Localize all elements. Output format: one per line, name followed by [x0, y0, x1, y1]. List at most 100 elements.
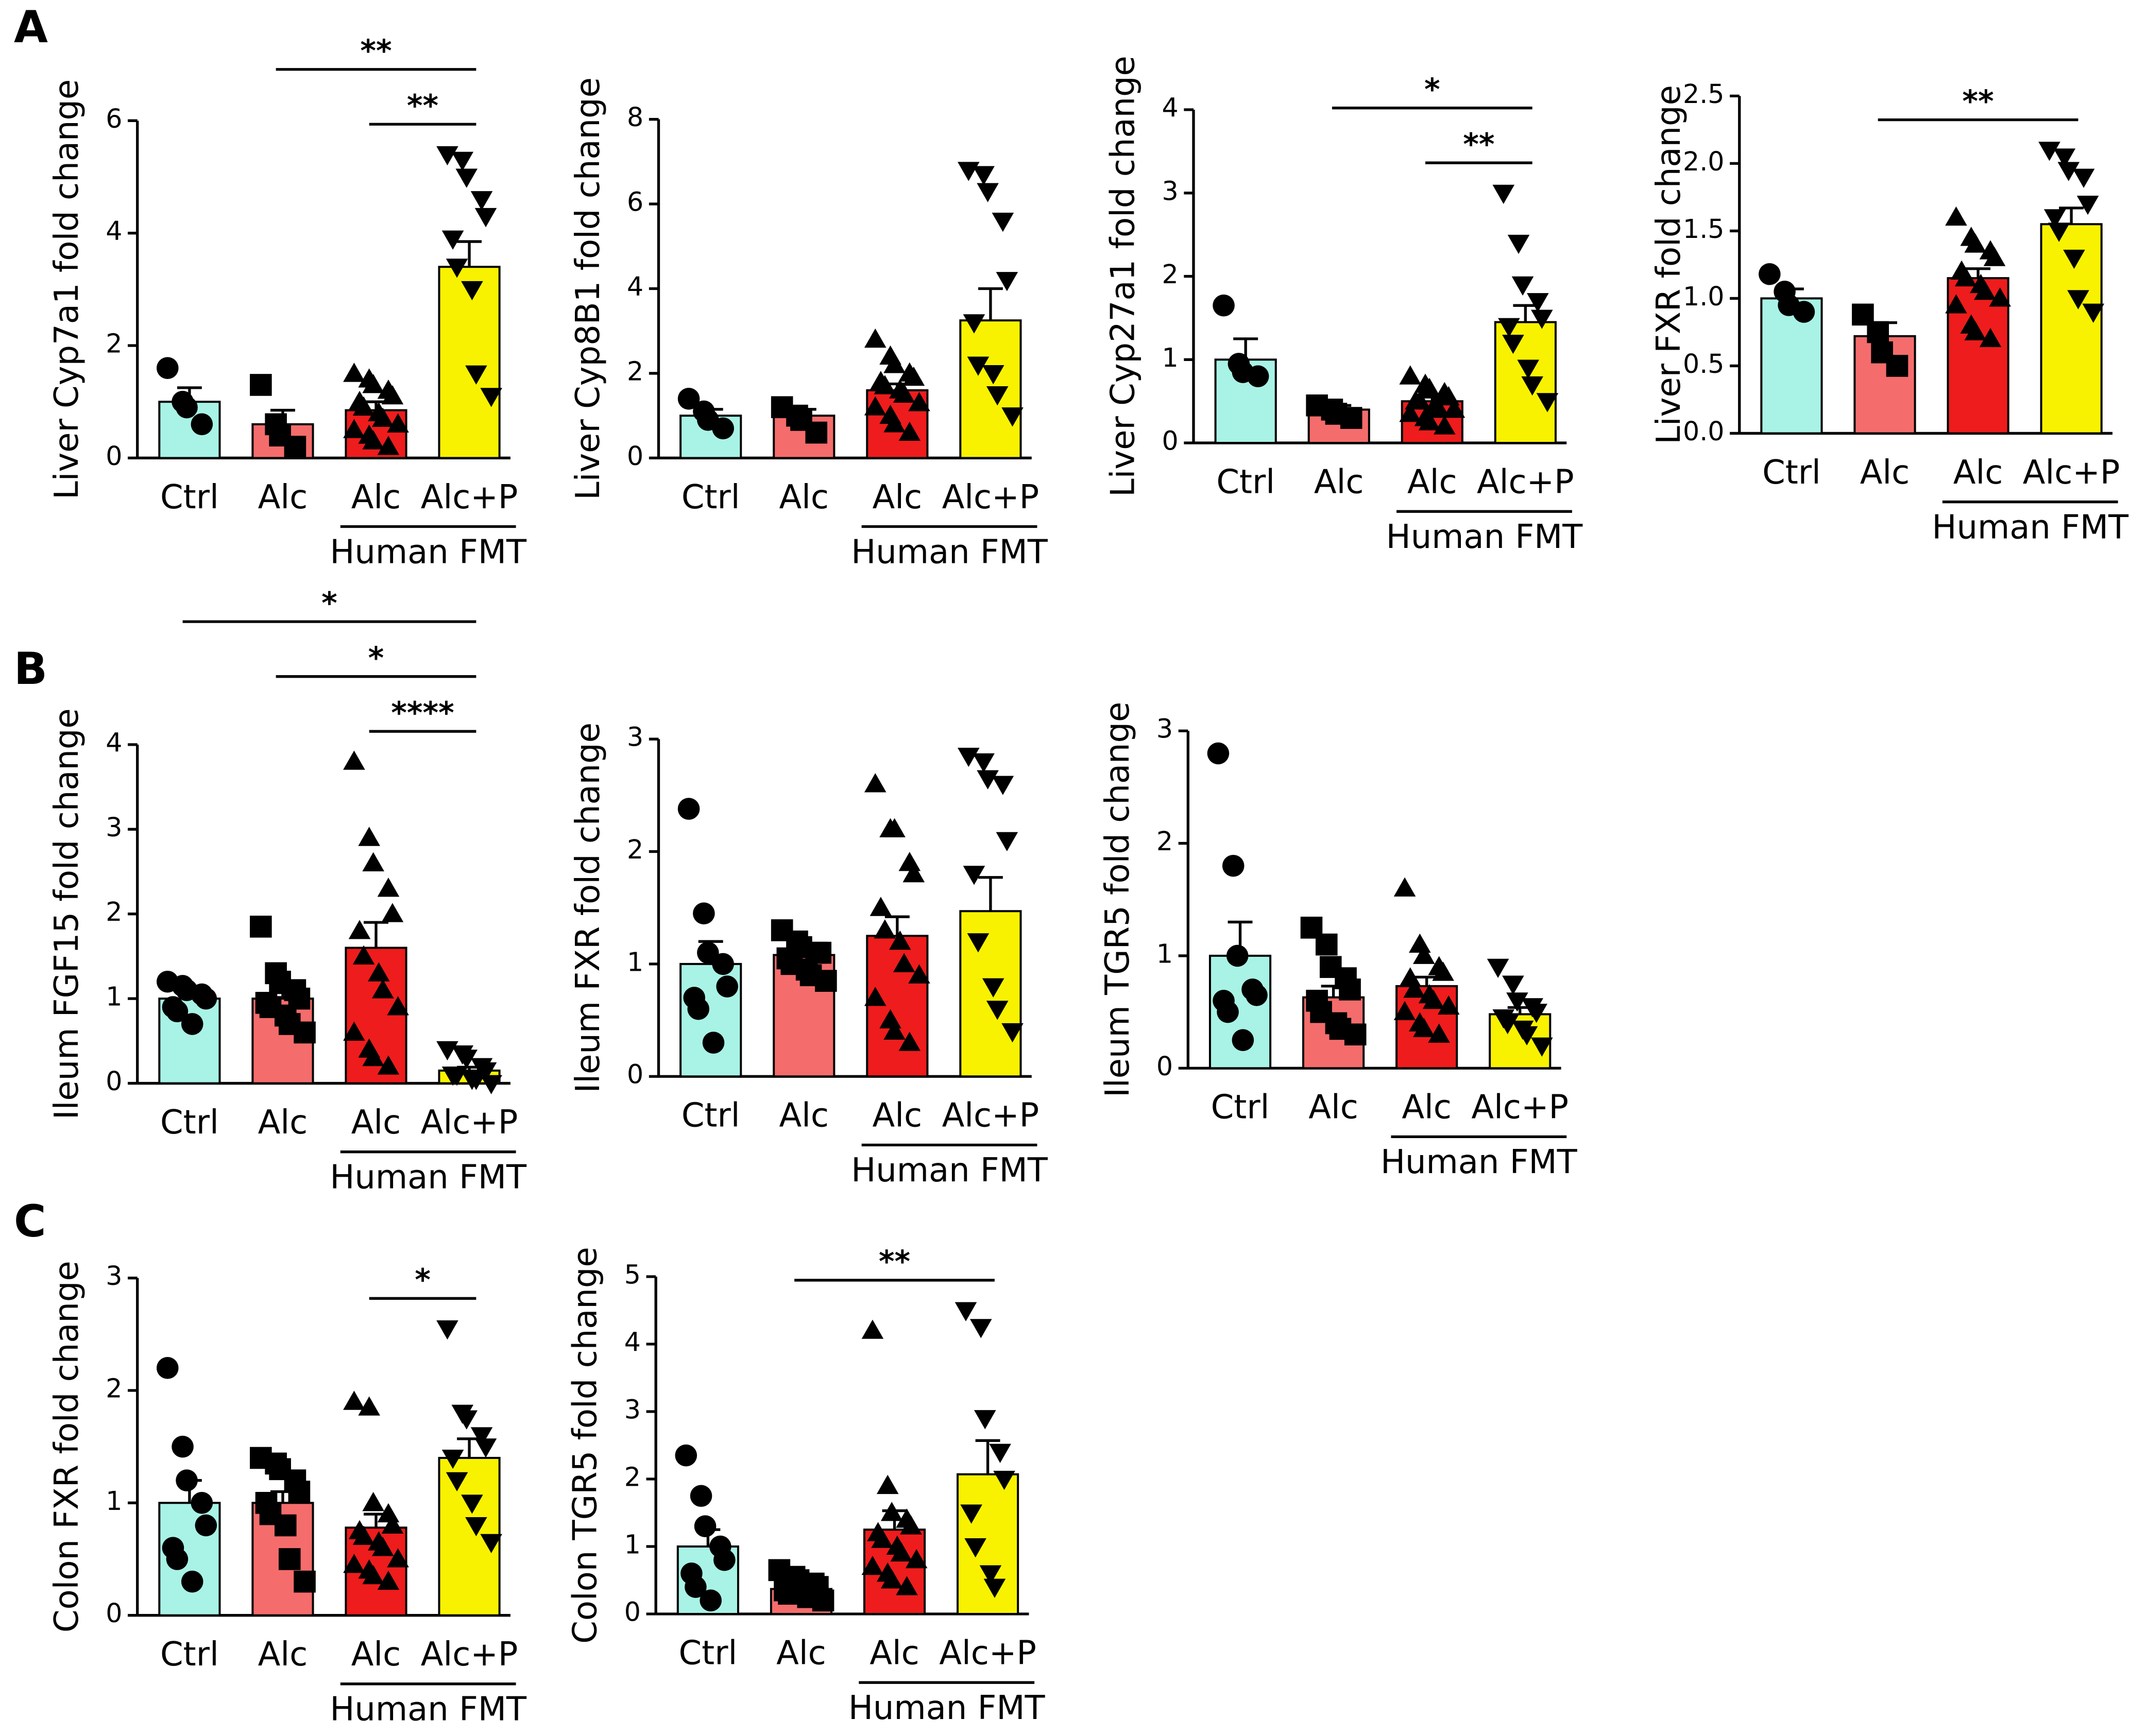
y-tick-label: 0	[106, 1598, 122, 1628]
data-point	[963, 866, 985, 885]
group-label: Human FMT	[330, 533, 527, 571]
panel-label: C	[14, 1196, 46, 1247]
data-point	[883, 818, 906, 837]
data-point	[474, 1438, 497, 1458]
y-tick-label: 3	[627, 722, 643, 752]
data-point	[1867, 321, 1889, 343]
y-tick-label: 2	[106, 897, 122, 927]
data-point	[362, 374, 384, 393]
x-tick-label: Alc+P	[421, 1636, 518, 1674]
data-point	[2043, 209, 2066, 229]
data-point	[694, 1515, 717, 1538]
y-tick-label: 4	[106, 216, 122, 246]
y-tick-label: 8	[627, 102, 643, 132]
data-point	[1498, 318, 1520, 337]
group-label: Human FMT	[1386, 518, 1583, 556]
data-point	[377, 436, 400, 455]
error-bar	[978, 287, 1003, 321]
data-point	[685, 1576, 707, 1598]
data-point	[377, 1570, 400, 1590]
data-point	[1983, 247, 2006, 266]
data-point	[1759, 263, 1781, 285]
significance-label: **	[360, 33, 391, 68]
data-point	[156, 1357, 179, 1379]
data-point	[1506, 992, 1528, 1012]
data-point	[979, 1565, 1002, 1585]
y-axis-label: Ileum FGF15 fold change	[48, 708, 86, 1120]
data-point	[898, 852, 921, 871]
data-point	[1393, 877, 1416, 897]
data-point	[2082, 303, 2105, 323]
data-point	[377, 878, 400, 897]
group-label: Human FMT	[1932, 508, 2129, 546]
data-point	[250, 374, 272, 396]
y-tick-label: 1.5	[1683, 214, 1724, 244]
y-tick-label: 0	[1162, 426, 1179, 456]
data-point	[1525, 1004, 1547, 1023]
data-point	[861, 1556, 884, 1575]
y-tick-label: 6	[627, 187, 643, 217]
data-point	[716, 975, 738, 998]
data-point	[1954, 267, 1977, 287]
y-tick-label: 3	[1156, 714, 1173, 744]
data-point	[1502, 975, 1524, 995]
data-point	[697, 941, 719, 964]
x-tick-label: Alc	[873, 478, 923, 517]
significance-label: **	[407, 88, 438, 123]
significance-label: *	[1424, 72, 1440, 107]
data-point	[871, 1528, 893, 1548]
panel-label: B	[14, 644, 47, 695]
x-tick-label: Alc	[351, 1104, 401, 1142]
data-point	[387, 996, 409, 1016]
data-point	[362, 1565, 384, 1585]
data-point	[1886, 355, 1909, 377]
data-point	[352, 1525, 375, 1545]
data-point	[982, 365, 1004, 385]
x-tick-label: Alc	[1308, 1089, 1358, 1127]
data-point	[1964, 233, 1987, 253]
data-point	[1443, 399, 1466, 418]
data-point	[1945, 206, 1967, 226]
x-tick-label: Alc+P	[1477, 463, 1574, 502]
data-point	[677, 387, 700, 410]
data-point	[1964, 321, 1987, 340]
y-tick-label: 2	[627, 834, 643, 865]
data-point	[343, 419, 365, 438]
data-point	[294, 1021, 316, 1044]
data-point	[451, 151, 474, 171]
data-point	[181, 1570, 203, 1593]
data-point	[1413, 944, 1435, 964]
data-point	[964, 1538, 986, 1558]
data-point	[348, 920, 371, 939]
data-point	[362, 1492, 384, 1511]
x-tick-label: Alc	[1953, 454, 2003, 492]
data-point	[343, 1021, 365, 1041]
error-bar	[364, 921, 388, 948]
data-point	[446, 259, 468, 278]
x-tick-label: Alc+P	[421, 1104, 518, 1142]
data-point	[2057, 162, 2080, 181]
data-point	[690, 1485, 712, 1507]
x-tick-label: Alc+P	[942, 1097, 1040, 1135]
data-point	[1217, 1001, 1239, 1023]
significance-label: *	[368, 641, 384, 676]
y-tick-label: 1.0	[1683, 281, 1724, 312]
y-tick-label: 4	[624, 1327, 641, 1357]
data-point	[967, 933, 990, 953]
data-point	[2038, 142, 2060, 161]
data-point	[1340, 407, 1362, 429]
significance-label: *	[415, 1262, 431, 1297]
data-point	[1213, 294, 1235, 317]
data-point	[368, 962, 390, 982]
data-point	[864, 987, 887, 1006]
y-tick-label: 1	[106, 982, 122, 1012]
data-point	[1001, 1023, 1024, 1043]
data-point	[1515, 1026, 1538, 1046]
y-axis-label: Liver FXR fold change	[1650, 85, 1688, 444]
data-point	[864, 396, 887, 416]
y-tick-label: 2	[1156, 826, 1173, 856]
data-point	[883, 1020, 906, 1040]
data-point	[874, 919, 896, 939]
data-point	[1422, 989, 1445, 1009]
